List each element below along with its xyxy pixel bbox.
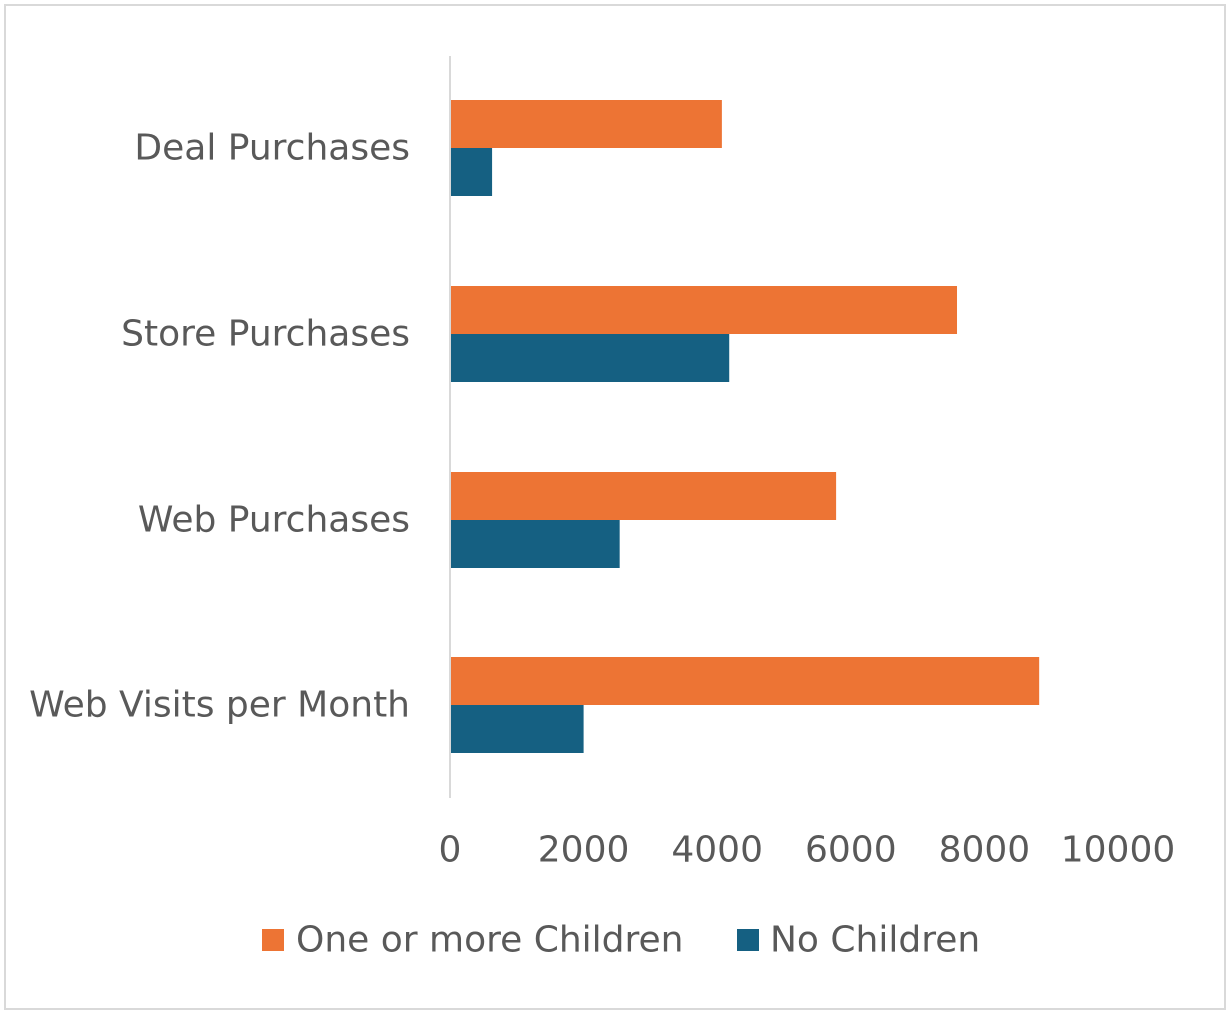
x-tick-label-0: 0: [439, 830, 462, 871]
bars-layer: [450, 100, 1040, 753]
bar-web-purchases-no-children: [450, 520, 620, 568]
category-labels: Deal Purchases Store Purchases Web Purchas…: [29, 128, 410, 726]
x-tick-labels: 0 2000 4000 6000 8000 10000: [439, 830, 1176, 871]
bar-store-purchases-one-or-more-children: [450, 286, 958, 334]
x-tick-label-10000: 10000: [1061, 830, 1176, 871]
legend: One or more Children No Children: [262, 920, 980, 961]
x-tick-label-4000: 4000: [671, 830, 763, 871]
legend-swatch-one-or-more-children: [262, 929, 284, 951]
bar-web-purchases-one-or-more-children: [450, 472, 837, 520]
bar-deal-purchases-one-or-more-children: [450, 100, 722, 148]
x-tick-label-8000: 8000: [939, 830, 1031, 871]
category-label-web-purchases: Web Purchases: [138, 500, 410, 541]
category-label-deal-purchases: Deal Purchases: [134, 128, 410, 169]
bar-deal-purchases-no-children: [450, 148, 493, 196]
legend-label-one-or-more-children: One or more Children: [296, 920, 684, 961]
bar-web-visits-per-month-one-or-more-children: [450, 657, 1040, 705]
legend-swatch-no-children: [737, 929, 759, 951]
x-tick-label-2000: 2000: [538, 830, 630, 871]
bar-web-visits-per-month-no-children: [450, 705, 584, 753]
legend-label-no-children: No Children: [770, 920, 980, 961]
category-label-web-visits-per-month: Web Visits per Month: [29, 685, 410, 726]
x-tick-label-6000: 6000: [805, 830, 897, 871]
bar-store-purchases-no-children: [450, 334, 730, 382]
category-label-store-purchases: Store Purchases: [121, 314, 410, 355]
